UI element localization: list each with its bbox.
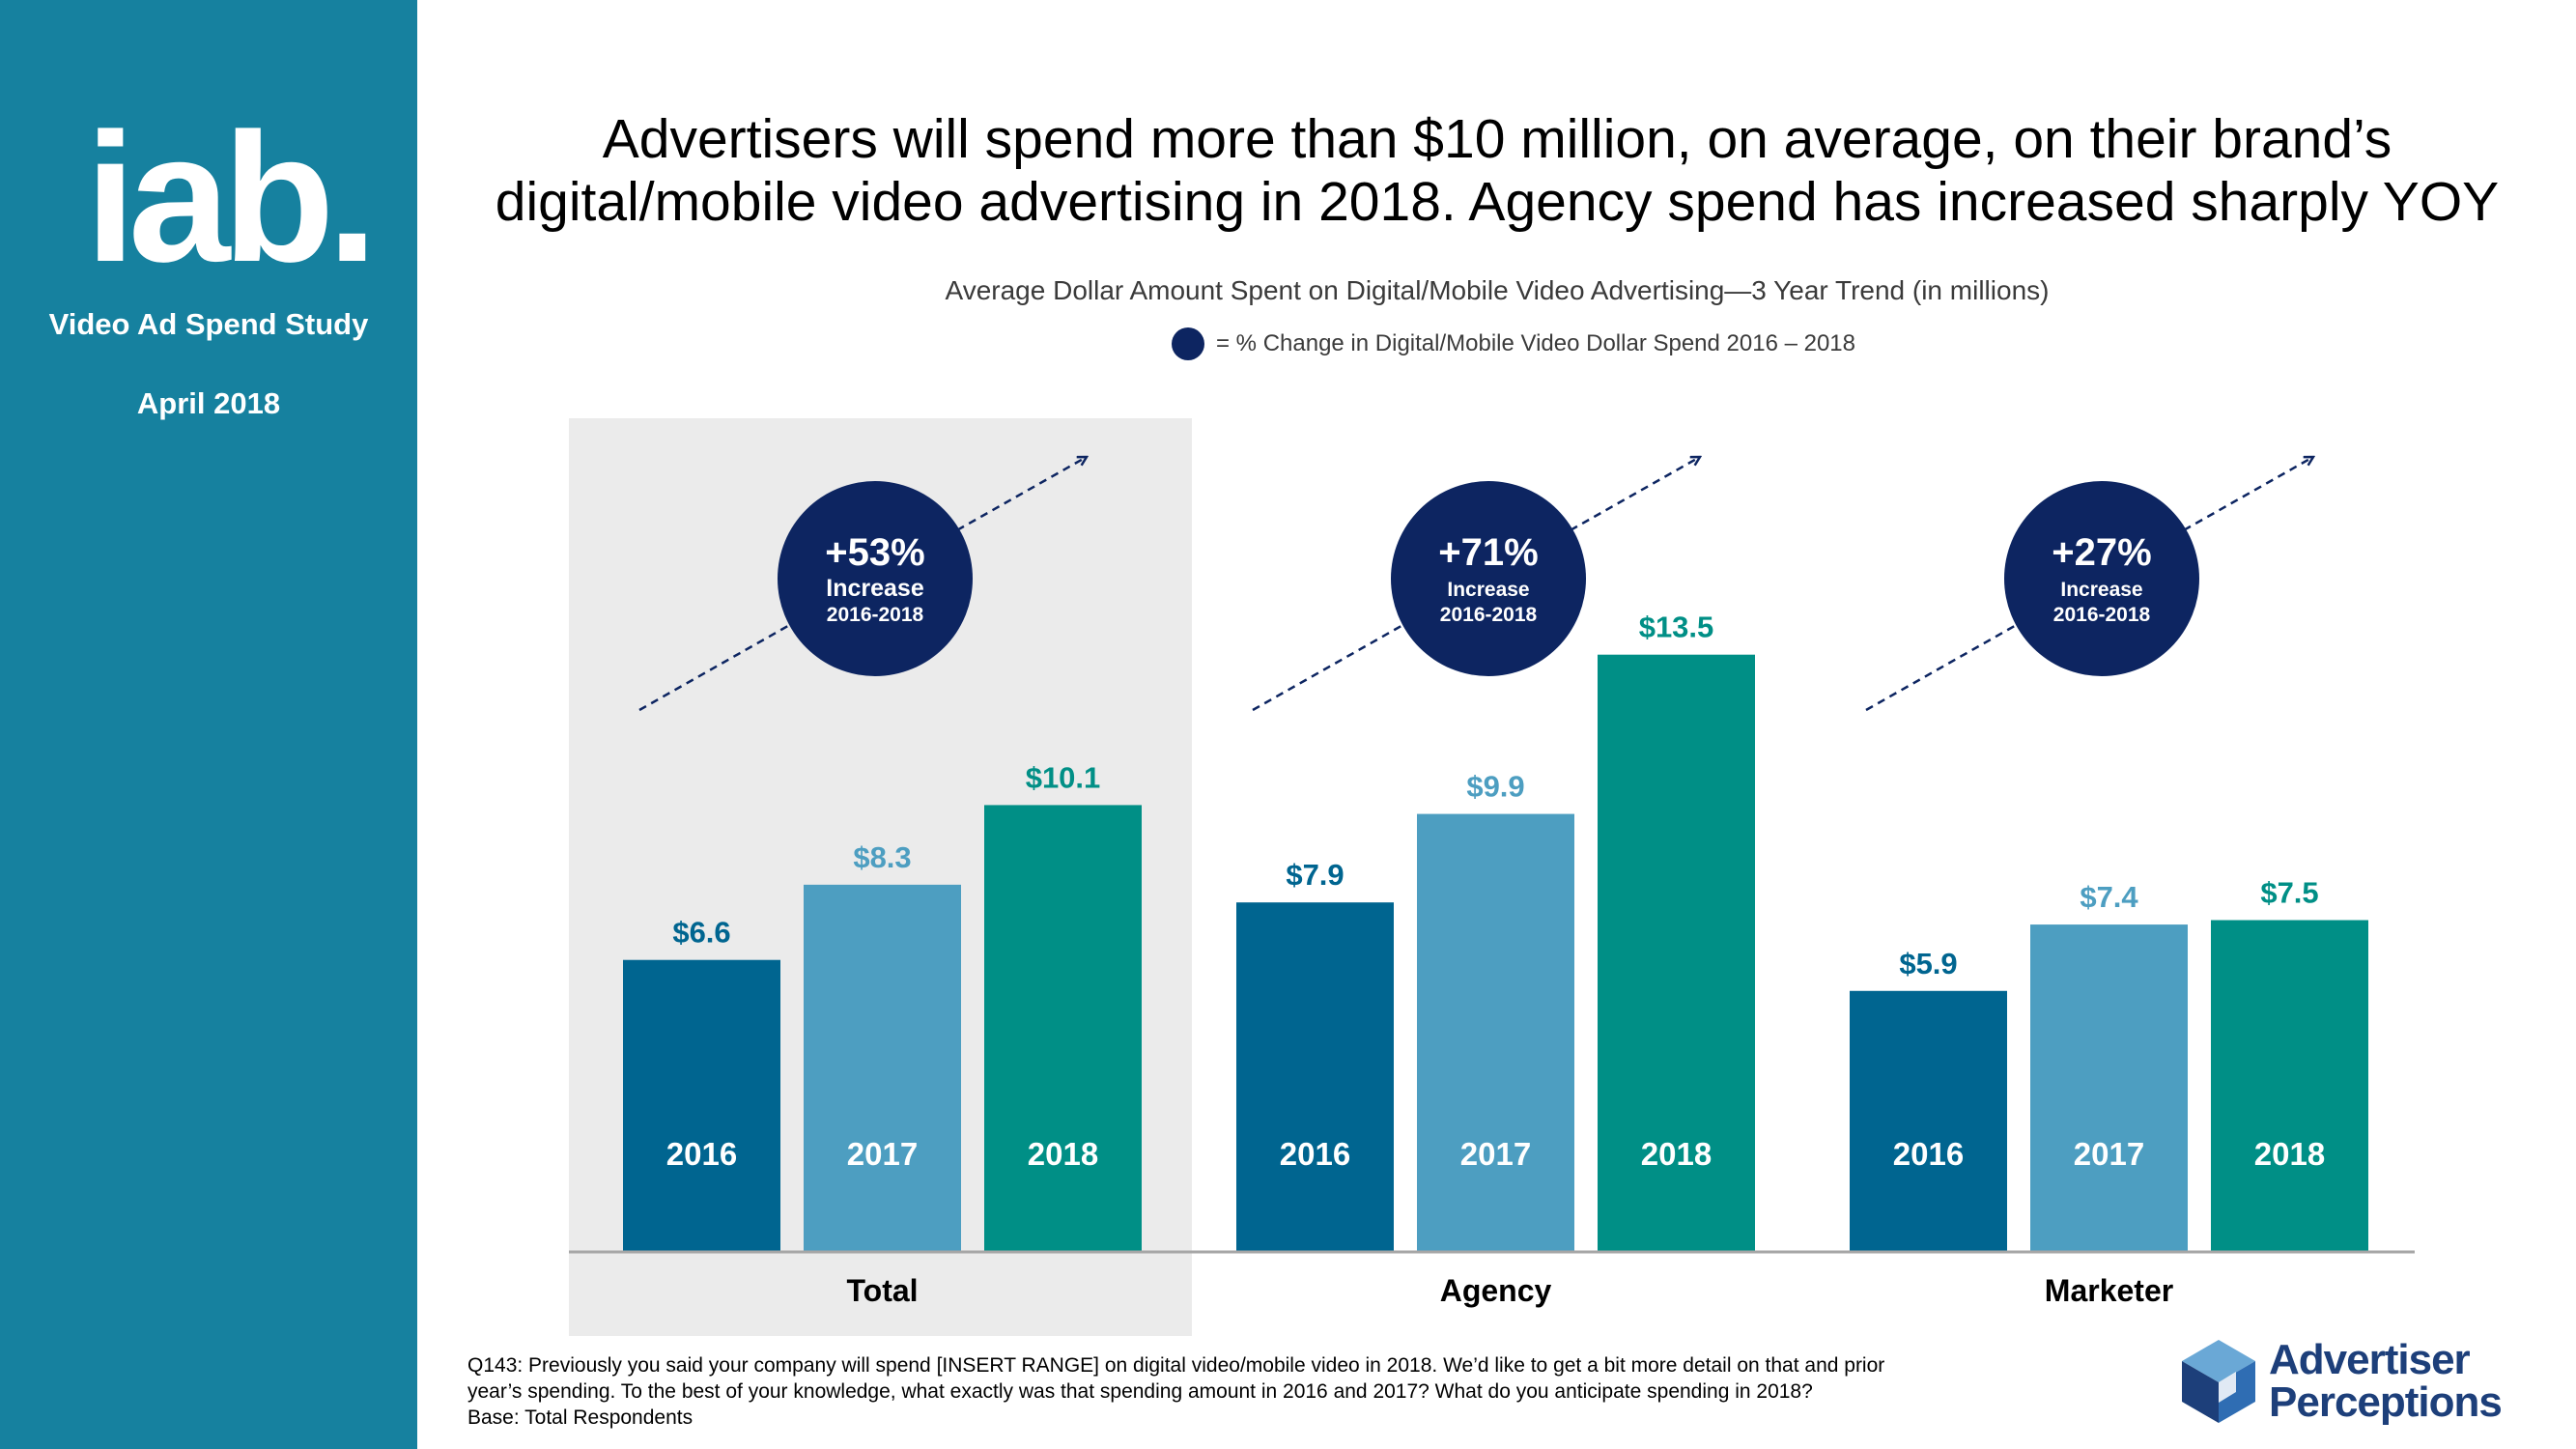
data-label: $5.9	[1899, 947, 1957, 980]
iab-logo: iab.	[85, 116, 375, 270]
page-title: Advertisers will spend more than $10 mil…	[464, 108, 2531, 234]
bar-agency-2018	[1598, 654, 1755, 1252]
page-title-line-1: Advertisers will spend more than $10 mil…	[602, 108, 2392, 170]
change-circle	[2004, 481, 2199, 676]
year-label: 2017	[1460, 1136, 1531, 1172]
data-label: $8.3	[853, 840, 911, 874]
bar-marketer-2016	[1850, 990, 2007, 1252]
category-label: Marketer	[2045, 1273, 2173, 1308]
bar-agency-2016	[1236, 902, 1394, 1252]
change-circle	[778, 481, 973, 676]
change-percent: +27%	[2052, 531, 2151, 574]
data-label: $9.9	[1466, 770, 1524, 804]
cube-icon	[2182, 1340, 2255, 1423]
data-label: $6.6	[672, 916, 730, 950]
bar-total-2017	[804, 884, 961, 1252]
change-percent: +71%	[1438, 531, 1538, 574]
legend-label: = % Change in Digital/Mobile Video Dolla…	[1216, 330, 1856, 356]
study-date: April 2018	[136, 386, 281, 420]
bar-marketer-2018	[2211, 920, 2368, 1252]
brand-line-2: Perceptions	[2269, 1378, 2503, 1426]
category-label: Agency	[1440, 1273, 1552, 1308]
footnote-base: Base: Total Respondents	[467, 1406, 694, 1429]
data-label: $10.1	[1026, 760, 1101, 794]
advertiser-perceptions-logo: Advertiser Perceptions	[2178, 1335, 2503, 1428]
legend: = % Change in Digital/Mobile Video Dolla…	[1172, 327, 1855, 361]
year-label: 2017	[2074, 1136, 2144, 1172]
data-label: $7.9	[1286, 858, 1344, 892]
year-label: 2016	[1280, 1136, 1350, 1172]
trend-arrow-icon	[1865, 457, 2313, 712]
footnote-line-2: year’s spending. To the best of your kno…	[467, 1380, 1813, 1403]
bar-marketer-2017	[2030, 924, 2188, 1252]
iab-logo-text: iab.	[85, 116, 370, 270]
year-label: 2016	[666, 1136, 737, 1172]
change-percent: +53%	[825, 531, 924, 574]
bar-total-2018	[984, 805, 1142, 1252]
brand-line-1: Advertiser	[2269, 1336, 2471, 1383]
change-word: Increase	[1447, 579, 1529, 601]
change-circle	[1391, 481, 1586, 676]
sidebar: iab. Video Ad Spend Study April 2018	[0, 0, 417, 1449]
bar-chart: $6.62016$8.32017$10.12018Total+53%Increa…	[569, 418, 2415, 1336]
bar-total-2016	[623, 959, 780, 1252]
footnote: Q143: Previously you said your company w…	[467, 1352, 2052, 1431]
trend-arrow-icon	[1252, 457, 1700, 712]
legend-circle-icon	[1172, 327, 1204, 360]
change-range: 2016-2018	[2053, 604, 2151, 626]
year-label: 2018	[2254, 1136, 2325, 1172]
year-label: 2018	[1641, 1136, 1712, 1172]
data-label: $13.5	[1639, 611, 1714, 644]
chart-title: Average Dollar Amount Spent on Digital/M…	[945, 275, 2050, 305]
category-label: Total	[846, 1273, 918, 1308]
bar-agency-2017	[1417, 813, 1574, 1252]
change-word: Increase	[2060, 579, 2142, 601]
change-range: 2016-2018	[1440, 604, 1538, 626]
change-word: Increase	[826, 575, 924, 602]
year-label: 2017	[847, 1136, 918, 1172]
data-label: $7.4	[2080, 880, 2138, 914]
change-range: 2016-2018	[827, 604, 924, 626]
year-label: 2018	[1028, 1136, 1098, 1172]
trend-arrow-icon	[638, 457, 1087, 712]
data-label: $7.5	[2260, 876, 2318, 910]
year-label: 2016	[1893, 1136, 1964, 1172]
footnote-line-1: Q143: Previously you said your company w…	[467, 1354, 1885, 1377]
page-title-line-2: digital/mobile video advertising in 2018…	[495, 171, 2500, 233]
study-name: Video Ad Spend Study	[48, 307, 369, 341]
